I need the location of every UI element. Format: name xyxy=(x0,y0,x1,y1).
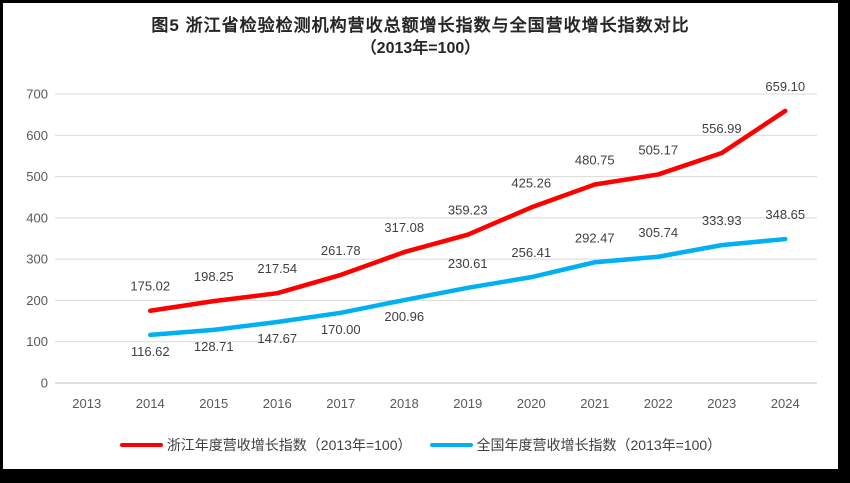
y-tick-label: 100 xyxy=(26,334,48,349)
y-tick-label: 500 xyxy=(26,169,48,184)
legend-label-national: 全国年度营收增长指数（2013年=100） xyxy=(476,437,722,453)
zhejiang-data-label: 198.25 xyxy=(194,269,234,284)
national-data-label: 116.62 xyxy=(131,344,170,359)
national-data-label: 256.41 xyxy=(511,245,551,260)
national-data-label: 305.74 xyxy=(638,225,678,240)
plot-area: 0 100 200 300 400 500 600 700 2013 2014 2015 2016 20… xyxy=(26,79,817,411)
x-tick-label: 2022 xyxy=(644,396,673,411)
y-tick-label: 200 xyxy=(26,293,48,308)
y-tick-label: 400 xyxy=(26,210,48,225)
zhejiang-data-label: 261.78 xyxy=(321,243,361,258)
blue-line-sample-icon xyxy=(429,442,473,448)
y-tick-label: 600 xyxy=(26,128,48,143)
zhejiang-data-label: 556.99 xyxy=(702,121,742,136)
chart-title-line2: （2013年=100） xyxy=(360,39,481,57)
x-tick-label: 2014 xyxy=(136,396,165,411)
x-tick-label: 2017 xyxy=(326,396,355,411)
zhejiang-data-label: 317.08 xyxy=(384,220,424,235)
legend-item-national: 全国年度营收增长指数（2013年=100） xyxy=(429,435,722,455)
red-line-sample-icon xyxy=(119,442,163,448)
chart-canvas: 0 100 200 300 400 500 600 700 2013 2014 2015 2016 20… xyxy=(3,3,838,469)
national-data-label: 230.61 xyxy=(448,256,488,271)
national-data-label: 292.47 xyxy=(575,230,615,245)
x-tick-label: 2023 xyxy=(707,396,736,411)
zhejiang-data-label: 659.10 xyxy=(765,79,805,94)
zhejiang-data-label: 175.02 xyxy=(130,279,170,294)
legend-item-zhejiang: 浙江年度营收增长指数（2013年=100） xyxy=(119,435,412,455)
national-data-label: 200.96 xyxy=(384,309,424,324)
zhejiang-series-line xyxy=(148,108,788,313)
chart-title-line1: 图5 浙江省检验检测机构营收总额增长指数与全国营收增长指数对比 xyxy=(151,16,690,35)
national-data-label: 348.65 xyxy=(765,207,805,222)
national-data-label: 147.67 xyxy=(257,331,297,346)
national-data-label: 128.71 xyxy=(194,339,234,354)
x-tick-label: 2018 xyxy=(390,396,419,411)
x-tick-label: 2020 xyxy=(517,396,546,411)
national-series-line xyxy=(148,236,788,338)
x-tick-label: 2013 xyxy=(72,396,101,411)
x-tick-label: 2021 xyxy=(580,396,609,411)
chart-title: 图5 浙江省检验检测机构营收总额增长指数与全国营收增长指数对比 （2013年=1… xyxy=(3,15,838,60)
x-tick-label: 2015 xyxy=(199,396,228,411)
national-data-label: 170.00 xyxy=(321,322,361,337)
zhejiang-data-label: 480.75 xyxy=(575,153,615,168)
zhejiang-data-label: 359.23 xyxy=(448,203,488,218)
x-tick-label: 2016 xyxy=(263,396,292,411)
y-tick-label: 0 xyxy=(41,376,48,391)
y-tick-label: 300 xyxy=(26,252,48,267)
zhejiang-data-label: 217.54 xyxy=(257,261,297,276)
legend: 浙江年度营收增长指数（2013年=100） 全国年度营收增长指数（2013年=1… xyxy=(3,435,838,455)
legend-label-zhejiang: 浙江年度营收增长指数（2013年=100） xyxy=(166,437,412,453)
x-tick-label: 2024 xyxy=(771,396,800,411)
y-tick-label: 700 xyxy=(26,87,48,102)
zhejiang-data-label: 505.17 xyxy=(638,142,678,157)
x-tick-label: 2019 xyxy=(453,396,482,411)
national-data-label: 333.93 xyxy=(702,213,742,228)
zhejiang-data-label: 425.26 xyxy=(511,175,551,190)
